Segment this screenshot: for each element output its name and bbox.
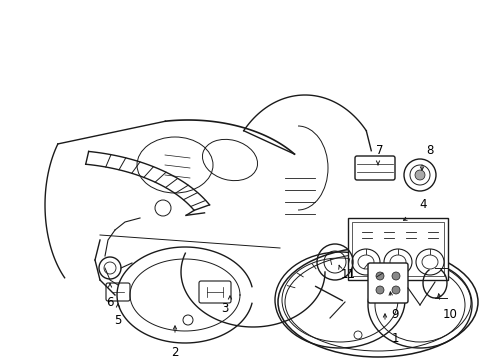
Ellipse shape: [375, 286, 383, 294]
Text: 5: 5: [114, 314, 122, 327]
Ellipse shape: [414, 170, 424, 180]
FancyBboxPatch shape: [199, 281, 230, 303]
Text: 7: 7: [375, 144, 383, 157]
Text: 3: 3: [221, 302, 228, 315]
Ellipse shape: [375, 272, 383, 280]
Text: 2: 2: [171, 346, 179, 359]
Text: 1: 1: [390, 332, 398, 345]
Ellipse shape: [391, 286, 399, 294]
Text: 9: 9: [390, 309, 398, 321]
Text: 6: 6: [106, 296, 114, 309]
Ellipse shape: [391, 272, 399, 280]
FancyBboxPatch shape: [106, 283, 130, 301]
Text: 11: 11: [340, 269, 355, 282]
Text: 4: 4: [418, 198, 426, 211]
FancyBboxPatch shape: [367, 263, 407, 303]
Text: 10: 10: [442, 309, 456, 321]
Bar: [347, 218, 447, 280]
FancyBboxPatch shape: [354, 156, 394, 180]
Text: 8: 8: [426, 144, 433, 157]
Bar: [351, 222, 443, 276]
